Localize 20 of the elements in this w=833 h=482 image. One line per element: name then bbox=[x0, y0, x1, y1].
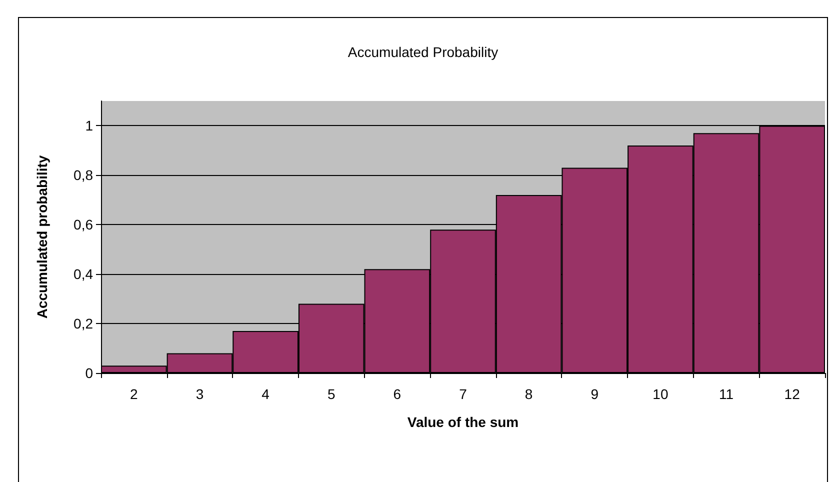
x-axis-title: Value of the sum bbox=[407, 414, 519, 430]
x-tick-label: 3 bbox=[196, 386, 204, 402]
y-tick-label: 0,2 bbox=[74, 316, 94, 332]
y-tick-label: 0,6 bbox=[74, 216, 94, 233]
x-tick-label: 4 bbox=[262, 386, 270, 402]
x-tick-label: 10 bbox=[652, 386, 668, 402]
x-tick-label: 12 bbox=[784, 386, 800, 402]
y-axis-title: Accumulated probability bbox=[34, 155, 50, 319]
x-tick-label: 2 bbox=[130, 386, 138, 402]
x-tick-label: 9 bbox=[590, 386, 599, 402]
x-tick-label: 7 bbox=[459, 386, 468, 402]
x-tick-label: 11 bbox=[719, 386, 734, 402]
y-tick-label: 0,8 bbox=[74, 167, 94, 184]
x-tick-label: 5 bbox=[327, 386, 336, 402]
y-tick-label: 1 bbox=[85, 118, 94, 134]
x-tick-label: 8 bbox=[524, 386, 533, 402]
y-tick-label: 0,4 bbox=[74, 266, 94, 282]
y-tick-label: 0 bbox=[85, 365, 94, 381]
x-tick-label: 6 bbox=[393, 386, 402, 402]
chart-title: Accumulated Probability bbox=[348, 44, 498, 60]
